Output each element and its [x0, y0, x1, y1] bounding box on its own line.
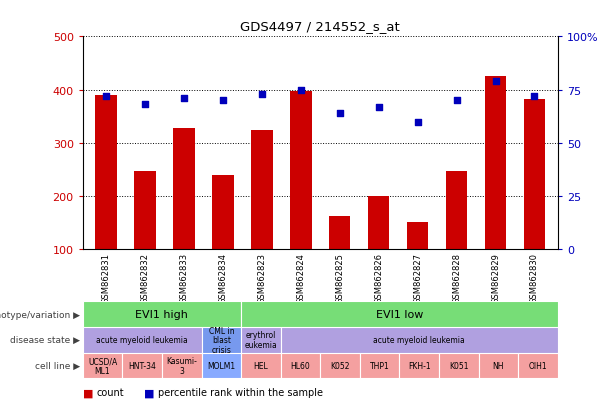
Bar [281, 327, 558, 353]
Bar [96, 96, 117, 303]
Bar [202, 353, 241, 378]
Point [179, 95, 189, 102]
Text: count: count [96, 387, 124, 397]
Text: OIH1: OIH1 [529, 361, 547, 370]
Bar [83, 301, 241, 327]
Text: acute myeloid leukemia: acute myeloid leukemia [96, 335, 188, 344]
Bar [83, 353, 123, 378]
Text: FKH-1: FKH-1 [408, 361, 430, 370]
Text: acute myeloid leukemia: acute myeloid leukemia [373, 335, 465, 344]
Text: HNT-34: HNT-34 [128, 361, 156, 370]
Point [218, 98, 228, 104]
Bar [368, 197, 389, 303]
Bar [360, 353, 400, 378]
Point [452, 98, 462, 104]
Bar [400, 353, 439, 378]
Point [101, 93, 111, 100]
Text: disease state ▶: disease state ▶ [10, 335, 80, 344]
Text: CML in
blast
crisis: CML in blast crisis [208, 326, 234, 354]
Bar [202, 327, 241, 353]
Text: erythrol
eukemia: erythrol eukemia [245, 330, 277, 349]
Text: UCSD/A
ML1: UCSD/A ML1 [88, 356, 117, 375]
Bar [212, 176, 234, 303]
Bar [407, 222, 428, 303]
Bar [251, 130, 273, 303]
Title: GDS4497 / 214552_s_at: GDS4497 / 214552_s_at [240, 20, 400, 33]
Text: EVI1 high: EVI1 high [135, 309, 188, 319]
Point [140, 102, 150, 109]
Bar [241, 301, 558, 327]
Text: NH: NH [493, 361, 504, 370]
Bar [290, 92, 311, 303]
Point [257, 91, 267, 98]
Bar [321, 353, 360, 378]
Text: K052: K052 [330, 361, 350, 370]
Text: K051: K051 [449, 361, 468, 370]
Bar [518, 353, 558, 378]
Bar [241, 353, 281, 378]
Text: ■: ■ [83, 387, 93, 397]
Text: cell line ▶: cell line ▶ [34, 361, 80, 370]
Point [374, 104, 384, 111]
Bar [446, 172, 467, 303]
Point [335, 110, 345, 117]
Bar [123, 353, 162, 378]
Text: Kasumi-
3: Kasumi- 3 [166, 356, 197, 375]
Text: percentile rank within the sample: percentile rank within the sample [158, 387, 322, 397]
Point [490, 78, 500, 85]
Bar [173, 128, 195, 303]
Bar [485, 77, 506, 303]
Text: THP1: THP1 [370, 361, 389, 370]
Text: MOLM1: MOLM1 [207, 361, 235, 370]
Bar [479, 353, 518, 378]
Point [296, 87, 306, 94]
Bar [162, 353, 202, 378]
Bar [134, 172, 156, 303]
Bar [241, 327, 281, 353]
Point [413, 119, 422, 126]
Text: ■: ■ [144, 387, 154, 397]
Bar [524, 100, 545, 303]
Text: HEL: HEL [254, 361, 268, 370]
Point [530, 93, 539, 100]
Bar [281, 353, 321, 378]
Bar [83, 327, 202, 353]
Text: EVI1 low: EVI1 low [376, 309, 423, 319]
Text: genotype/variation ▶: genotype/variation ▶ [0, 310, 80, 319]
Bar [329, 217, 351, 303]
Bar [439, 353, 479, 378]
Text: HL60: HL60 [291, 361, 310, 370]
